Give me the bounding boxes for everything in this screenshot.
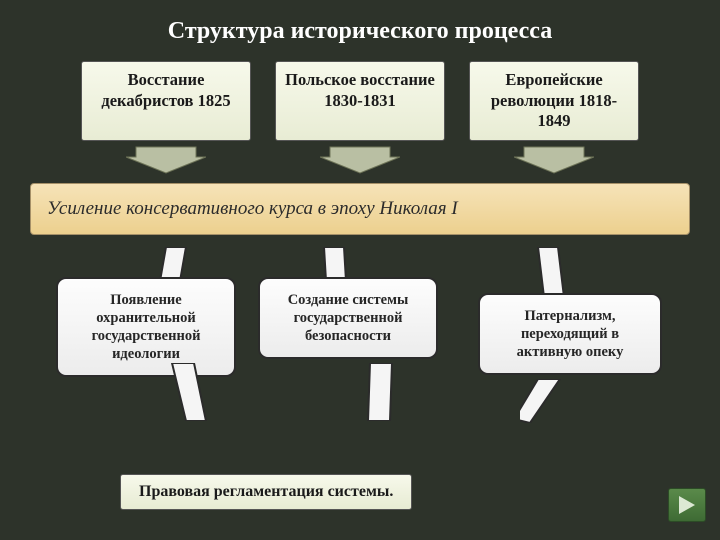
callout-tail-icon [166, 363, 210, 421]
callout-3: Патернализм, переходящий в активную опек… [478, 293, 662, 375]
callout-tail-icon [362, 363, 402, 421]
callouts-region: Появление охранительной государственной … [0, 249, 720, 489]
footer-box: Правовая регламентация системы. [120, 474, 412, 510]
banner-text: Усиление консервативного курса в эпоху Н… [30, 183, 690, 235]
callout-tail-icon [520, 379, 568, 423]
callout-tail-icon [156, 247, 196, 281]
event-box-3: Европейские революции 1818-1849 [469, 61, 639, 141]
next-slide-button[interactable] [668, 488, 706, 522]
arrow-down-icon [275, 145, 445, 175]
page-title: Структура исторического процесса [0, 0, 720, 61]
callout-tail-icon [316, 247, 356, 281]
event-box-1: Восстание декабристов 1825 [81, 61, 251, 141]
play-icon [679, 496, 695, 514]
callout-2: Создание системы государственной безопас… [258, 277, 438, 359]
arrows-row [0, 141, 720, 177]
arrow-down-icon [81, 145, 251, 175]
arrow-down-icon [469, 145, 639, 175]
events-row: Восстание декабристов 1825 Польское восс… [0, 61, 720, 141]
event-box-2: Польское восстание 1830-1831 [275, 61, 445, 141]
callout-tail-icon [532, 247, 572, 297]
